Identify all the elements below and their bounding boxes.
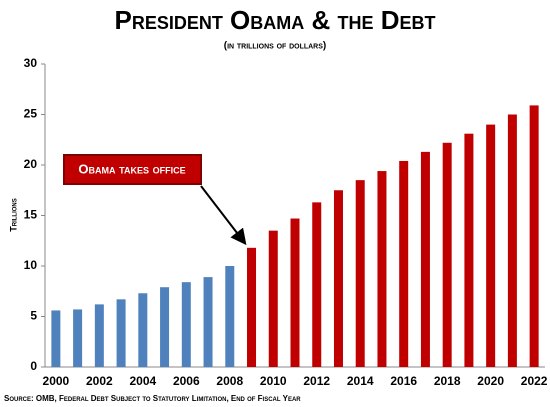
bar: [138, 293, 148, 367]
x-tick-label: 2008: [216, 374, 243, 388]
bar: [225, 266, 235, 367]
bar: [51, 310, 61, 367]
bar: [464, 133, 474, 367]
bar: [181, 282, 191, 367]
bar: [420, 151, 430, 367]
y-tick-label: 30: [24, 56, 38, 70]
bar: [160, 287, 170, 367]
bar: [399, 160, 409, 367]
bar: [116, 299, 126, 367]
bar: [268, 230, 278, 367]
x-tick-label: 2012: [303, 374, 330, 388]
bar: [442, 142, 452, 367]
x-tick-label: 2014: [347, 374, 374, 388]
y-tick-label: 0: [30, 359, 37, 373]
bar: [94, 304, 104, 367]
x-tick-label: 2020: [477, 374, 504, 388]
bar: [247, 247, 257, 367]
bar: [507, 114, 517, 367]
x-tick-label: 2018: [434, 374, 461, 388]
x-tick-label: 2004: [129, 374, 156, 388]
chart-subtitle: (in trillions of dollars): [224, 41, 327, 52]
x-tick-label: 2000: [43, 374, 70, 388]
bar: [73, 309, 83, 367]
bar: [312, 202, 322, 367]
annotation-box: [63, 154, 202, 185]
x-tick-label: 2016: [390, 374, 417, 388]
y-tick-label: 20: [24, 157, 38, 171]
bar: [203, 277, 213, 367]
source-note: Source: OMB, Federal Debt Subject to Sta…: [4, 394, 301, 403]
y-axis-label: Trillions: [8, 198, 18, 232]
y-tick-label: 10: [24, 258, 38, 272]
x-tick-label: 2010: [260, 374, 287, 388]
y-tick-label: 5: [30, 309, 37, 323]
chart-title: President Obama & the Debt: [114, 5, 435, 35]
annotation-arrow: [200, 185, 247, 246]
bar: [355, 180, 365, 367]
bar: [486, 124, 496, 367]
x-tick-label: 2006: [173, 374, 200, 388]
bar: [290, 218, 300, 367]
x-tick-label: 2002: [86, 374, 113, 388]
y-tick-label: 25: [24, 107, 38, 121]
y-tick-label: 15: [24, 208, 38, 222]
annotation-text: Obama takes office: [78, 161, 185, 176]
bar: [377, 171, 387, 367]
bar: [529, 105, 539, 367]
bar: [333, 190, 343, 367]
x-tick-label: 2022: [521, 374, 548, 388]
